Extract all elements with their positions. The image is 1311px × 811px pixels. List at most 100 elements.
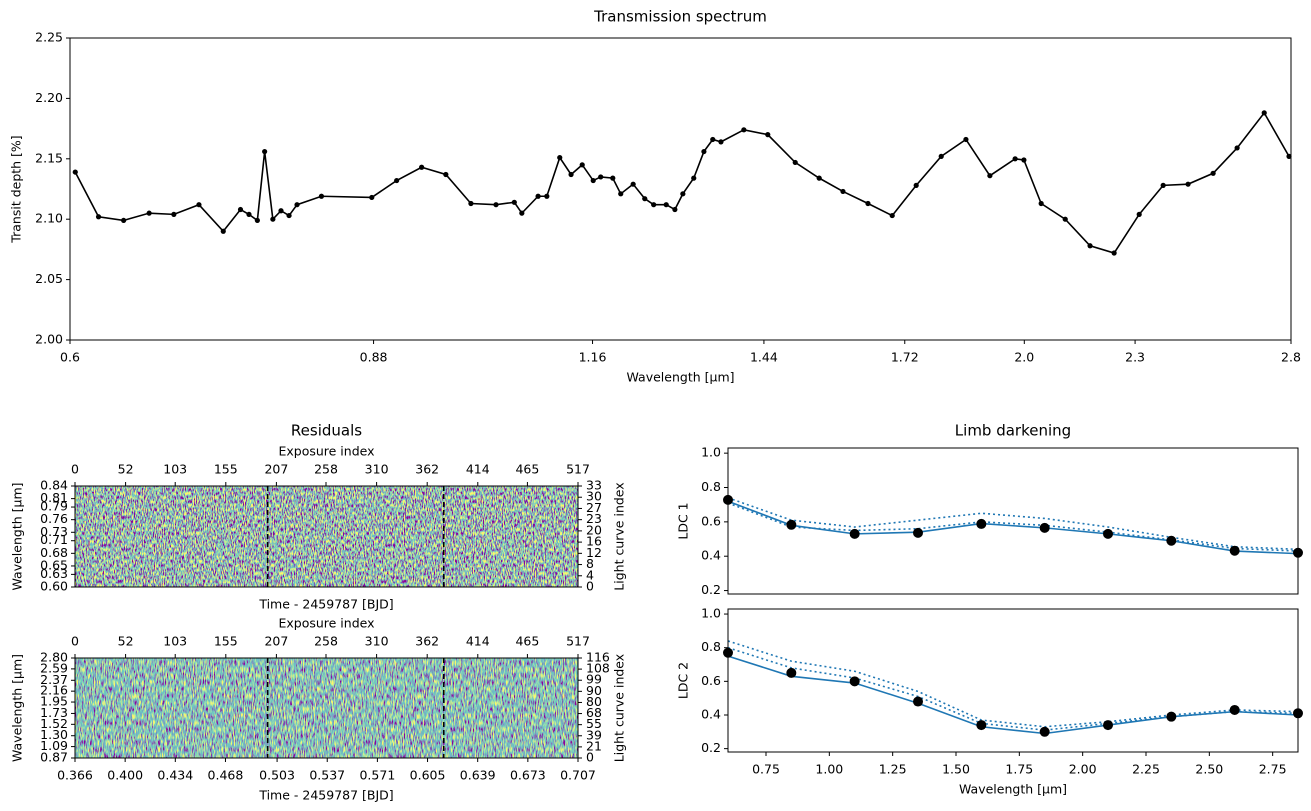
x-tick-label: 0.707 <box>560 768 596 783</box>
x-tick-label: 362 <box>415 634 439 649</box>
y-tick-label: 68 <box>586 705 602 720</box>
data-point <box>1229 704 1240 715</box>
x-tick-label: 0.400 <box>107 768 143 783</box>
y-tick-label: 1.73 <box>40 705 68 720</box>
y-tick-label: 1.95 <box>40 694 68 709</box>
data-point <box>680 191 686 197</box>
data-point <box>976 720 987 731</box>
x-tick-label: 0.673 <box>510 768 546 783</box>
data-point <box>468 200 474 207</box>
data-point <box>651 202 657 208</box>
data-point <box>849 676 860 687</box>
y-tick-label: 0 <box>586 750 594 765</box>
data-point <box>535 193 541 199</box>
data-point <box>1234 145 1240 151</box>
y-tick-label: 2.10 <box>35 211 63 226</box>
chart-title: Residuals <box>291 422 362 440</box>
y-tick-label: 1.0 <box>701 606 721 621</box>
x-tick-label: 2.00 <box>1069 762 1097 777</box>
y-tick-label: 20 <box>586 522 602 537</box>
data-point <box>171 211 177 217</box>
y-tick-label: 0.68 <box>40 545 68 560</box>
data-point <box>286 212 292 219</box>
x-tick-label: 207 <box>264 462 288 477</box>
y-tick-label: 0.73 <box>40 524 68 539</box>
data-point <box>568 171 574 178</box>
y-tick-label: 23 <box>586 511 602 526</box>
data-point <box>786 519 797 530</box>
y-axis-label: Transit depth [%] <box>9 135 24 243</box>
x-tick-label: 2.75 <box>1259 762 1287 777</box>
y-tick-label: 0.63 <box>40 566 68 581</box>
y-tick-label: 80 <box>586 694 602 709</box>
x-tick-label: 465 <box>515 462 539 477</box>
x-tick-label: 0 <box>71 462 79 477</box>
data-point <box>816 175 822 181</box>
x-tick-label: 465 <box>515 634 539 649</box>
x-tick-label: 258 <box>314 462 338 477</box>
y-tick-label: 0.81 <box>40 490 68 505</box>
data-point <box>121 217 127 224</box>
y-tick-label: 39 <box>586 727 602 742</box>
x-axis-label: Wavelength [μm] <box>626 370 734 385</box>
y-tick-label: 90 <box>586 683 602 698</box>
axes-frame <box>69 37 1292 341</box>
data-point <box>691 175 697 181</box>
y-tick-label: 0.4 <box>701 706 721 721</box>
data-point <box>369 194 375 201</box>
y-tick-label: 2.20 <box>35 90 63 105</box>
x-tick-label: 1.75 <box>1005 762 1033 777</box>
chart-title: Transmission spectrum <box>593 8 767 26</box>
data-point <box>642 196 648 202</box>
y-tick-label: 2.05 <box>35 271 63 286</box>
y2-axis-label: Light curve index <box>612 654 627 762</box>
data-point <box>246 211 252 217</box>
series-line <box>74 111 1290 254</box>
x-tick-label: 2.0 <box>1014 350 1034 365</box>
data-point <box>196 202 202 208</box>
y-tick-label: 16 <box>586 534 602 549</box>
data-point <box>1039 522 1050 533</box>
data-point <box>598 174 604 180</box>
x-tick-label: 0.503 <box>259 768 295 783</box>
data-point <box>72 169 78 175</box>
y-tick-label: 2.15 <box>35 150 63 165</box>
x-tick-label: 2.50 <box>1195 762 1223 777</box>
data-point <box>544 193 550 199</box>
x-tick-label: 1.50 <box>942 762 970 777</box>
x-tick-label: 0.75 <box>752 762 780 777</box>
x-tick-label: 52 <box>118 462 134 477</box>
data-point <box>1210 170 1216 176</box>
data-point <box>262 148 268 155</box>
y-tick-label: 1.52 <box>40 716 68 731</box>
data-point <box>987 173 993 179</box>
data-point <box>913 182 919 188</box>
x-tick-label: 1.00 <box>815 762 843 777</box>
x-axis-label: Time - 2459787 [BJD] <box>258 597 393 612</box>
x-tick-label: 52 <box>118 634 134 649</box>
y-tick-label: 30 <box>586 489 602 504</box>
y-tick-label: 0.71 <box>40 532 68 547</box>
data-point <box>1229 545 1240 556</box>
x-tick-label: 1.25 <box>879 762 907 777</box>
y-axis-label: LDC 1 <box>676 502 691 539</box>
data-point <box>913 696 923 707</box>
y-tick-label: 1.09 <box>40 738 68 753</box>
y-tick-label: 1.30 <box>40 727 68 742</box>
y-axis-label: Wavelength [μm] <box>10 482 25 590</box>
x-tick-label: 0.537 <box>309 768 345 783</box>
series-line <box>727 646 1299 731</box>
data-point <box>443 171 449 178</box>
data-point <box>493 202 499 208</box>
data-point <box>1103 528 1113 539</box>
y-tick-label: 0.79 <box>40 499 68 514</box>
x-tick-label: 103 <box>163 462 187 477</box>
data-point <box>741 127 747 133</box>
x2-axis-label: Exposure index <box>278 616 374 631</box>
data-point <box>254 217 260 224</box>
data-point <box>294 202 300 208</box>
data-point <box>1038 200 1044 207</box>
data-point <box>146 210 152 216</box>
